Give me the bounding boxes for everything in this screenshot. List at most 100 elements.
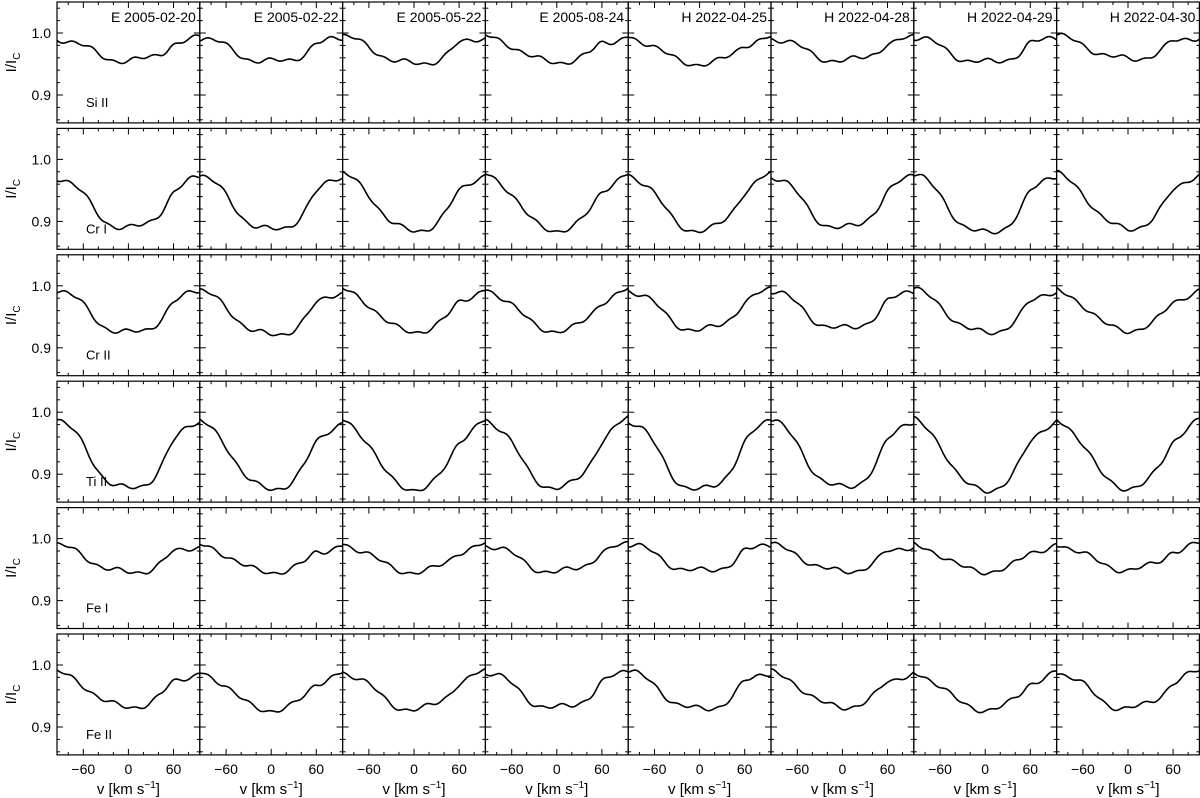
- series-line: [627, 286, 772, 332]
- y-tick-label: 1.0: [32, 404, 52, 420]
- series-line: [770, 667, 915, 711]
- y-tick-label: 1.0: [32, 278, 52, 294]
- y-tick-label: 1.0: [32, 151, 52, 167]
- x-tick-label: 0: [125, 761, 133, 777]
- panel-frame: [770, 633, 915, 756]
- panel-frame: [913, 633, 1058, 756]
- series-line: [913, 286, 1058, 336]
- y-tick-label: 0.9: [32, 87, 52, 103]
- panel-frame: [199, 380, 344, 503]
- series-line: [199, 288, 343, 337]
- panel-frame: [770, 127, 915, 250]
- series-line: [913, 415, 1058, 494]
- column-header: H 2022-04-28: [824, 9, 910, 25]
- series-line: [199, 174, 344, 231]
- x-tick-label: 60: [880, 761, 896, 777]
- series-line: [628, 35, 772, 67]
- x-tick-label: −60: [643, 761, 667, 777]
- y-axis-label: I/IC: [3, 432, 23, 452]
- x-tick-label: 60: [166, 761, 182, 777]
- y-axis-label: I/IC: [3, 305, 23, 325]
- y-tick-label: 1.0: [32, 25, 52, 41]
- series-line: [770, 419, 915, 490]
- x-tick-label: 0: [839, 761, 847, 777]
- panel-frame: [56, 254, 201, 377]
- panel-frame: [199, 254, 344, 377]
- series-line: [1056, 286, 1200, 335]
- x-tick-label: −60: [1071, 761, 1095, 777]
- column-header: H 2022-04-30: [1110, 9, 1196, 25]
- panel-frame: [1055, 633, 1200, 756]
- y-tick-label: 0.9: [32, 593, 52, 609]
- series-line: [56, 542, 201, 575]
- panel-frame: [56, 507, 201, 630]
- series-line: [913, 35, 1057, 64]
- x-tick-label: −60: [500, 761, 524, 777]
- series-line: [913, 173, 1057, 235]
- species-label: Ti II: [86, 474, 107, 489]
- x-tick-label: −60: [785, 761, 809, 777]
- series-line: [342, 33, 486, 66]
- series-line: [199, 35, 343, 64]
- series-line: [342, 170, 486, 233]
- x-tick-label: 0: [410, 761, 418, 777]
- x-tick-label: −60: [214, 761, 238, 777]
- x-tick-label: 60: [309, 761, 325, 777]
- y-axis-label: I/IC: [3, 53, 23, 73]
- column-header: H 2022-04-29: [967, 9, 1053, 25]
- x-tick-label: 0: [267, 761, 275, 777]
- series-line: [485, 173, 629, 233]
- series-line: [342, 419, 486, 492]
- x-axis-label: v [km s−1]: [1096, 780, 1159, 798]
- series-line: [56, 175, 200, 231]
- series-line: [1056, 541, 1200, 574]
- column-header: E 2005-02-20: [111, 9, 196, 25]
- x-tick-label: −60: [357, 761, 381, 777]
- panel-frame: [342, 254, 487, 377]
- x-axis-label: v [km s−1]: [668, 780, 731, 798]
- series-line: [199, 418, 343, 492]
- y-axis-label: I/IC: [3, 179, 23, 199]
- panel-frame: [342, 633, 487, 756]
- panel-frame: [199, 633, 344, 756]
- panel-frame: [484, 380, 629, 503]
- series-line: [342, 287, 486, 334]
- panel-frame: [913, 254, 1058, 377]
- y-tick-label: 1.0: [32, 531, 52, 547]
- series-line: [56, 669, 200, 710]
- y-axis-label: I/IC: [3, 558, 23, 578]
- panel-frame: [1055, 380, 1200, 503]
- panel-frame: [484, 254, 629, 377]
- panel-frame: [913, 507, 1058, 630]
- x-tick-label: 0: [981, 761, 989, 777]
- series-line: [485, 669, 629, 709]
- column-header: H 2022-04-25: [681, 9, 767, 25]
- series-line: [485, 540, 629, 574]
- x-tick-label: 60: [451, 761, 467, 777]
- species-label: Cr I: [86, 221, 107, 236]
- panel-frame: [770, 507, 915, 630]
- series-line: [1056, 417, 1200, 492]
- series-line: [627, 419, 772, 491]
- x-axis-label: v [km s−1]: [954, 780, 1017, 798]
- series-line: [628, 170, 772, 234]
- series-line: [199, 543, 343, 575]
- panel-frame: [199, 127, 344, 250]
- panel-frame: [199, 507, 344, 630]
- series-line: [913, 541, 1057, 576]
- panel-frame: [484, 507, 629, 630]
- y-tick-label: 0.9: [32, 340, 52, 356]
- x-axis-label: v [km s−1]: [240, 780, 303, 798]
- x-tick-label: 60: [594, 761, 610, 777]
- panel-frame: [770, 254, 915, 377]
- panel-frame: [484, 633, 629, 756]
- x-tick-label: 60: [1023, 761, 1039, 777]
- species-label: Cr II: [86, 348, 111, 363]
- series-line: [485, 415, 629, 491]
- series-line: [770, 290, 915, 330]
- series-line: [485, 287, 629, 334]
- column-header: E 2005-05-22: [397, 9, 482, 25]
- series-line: [770, 173, 915, 230]
- x-tick-label: 0: [1124, 761, 1132, 777]
